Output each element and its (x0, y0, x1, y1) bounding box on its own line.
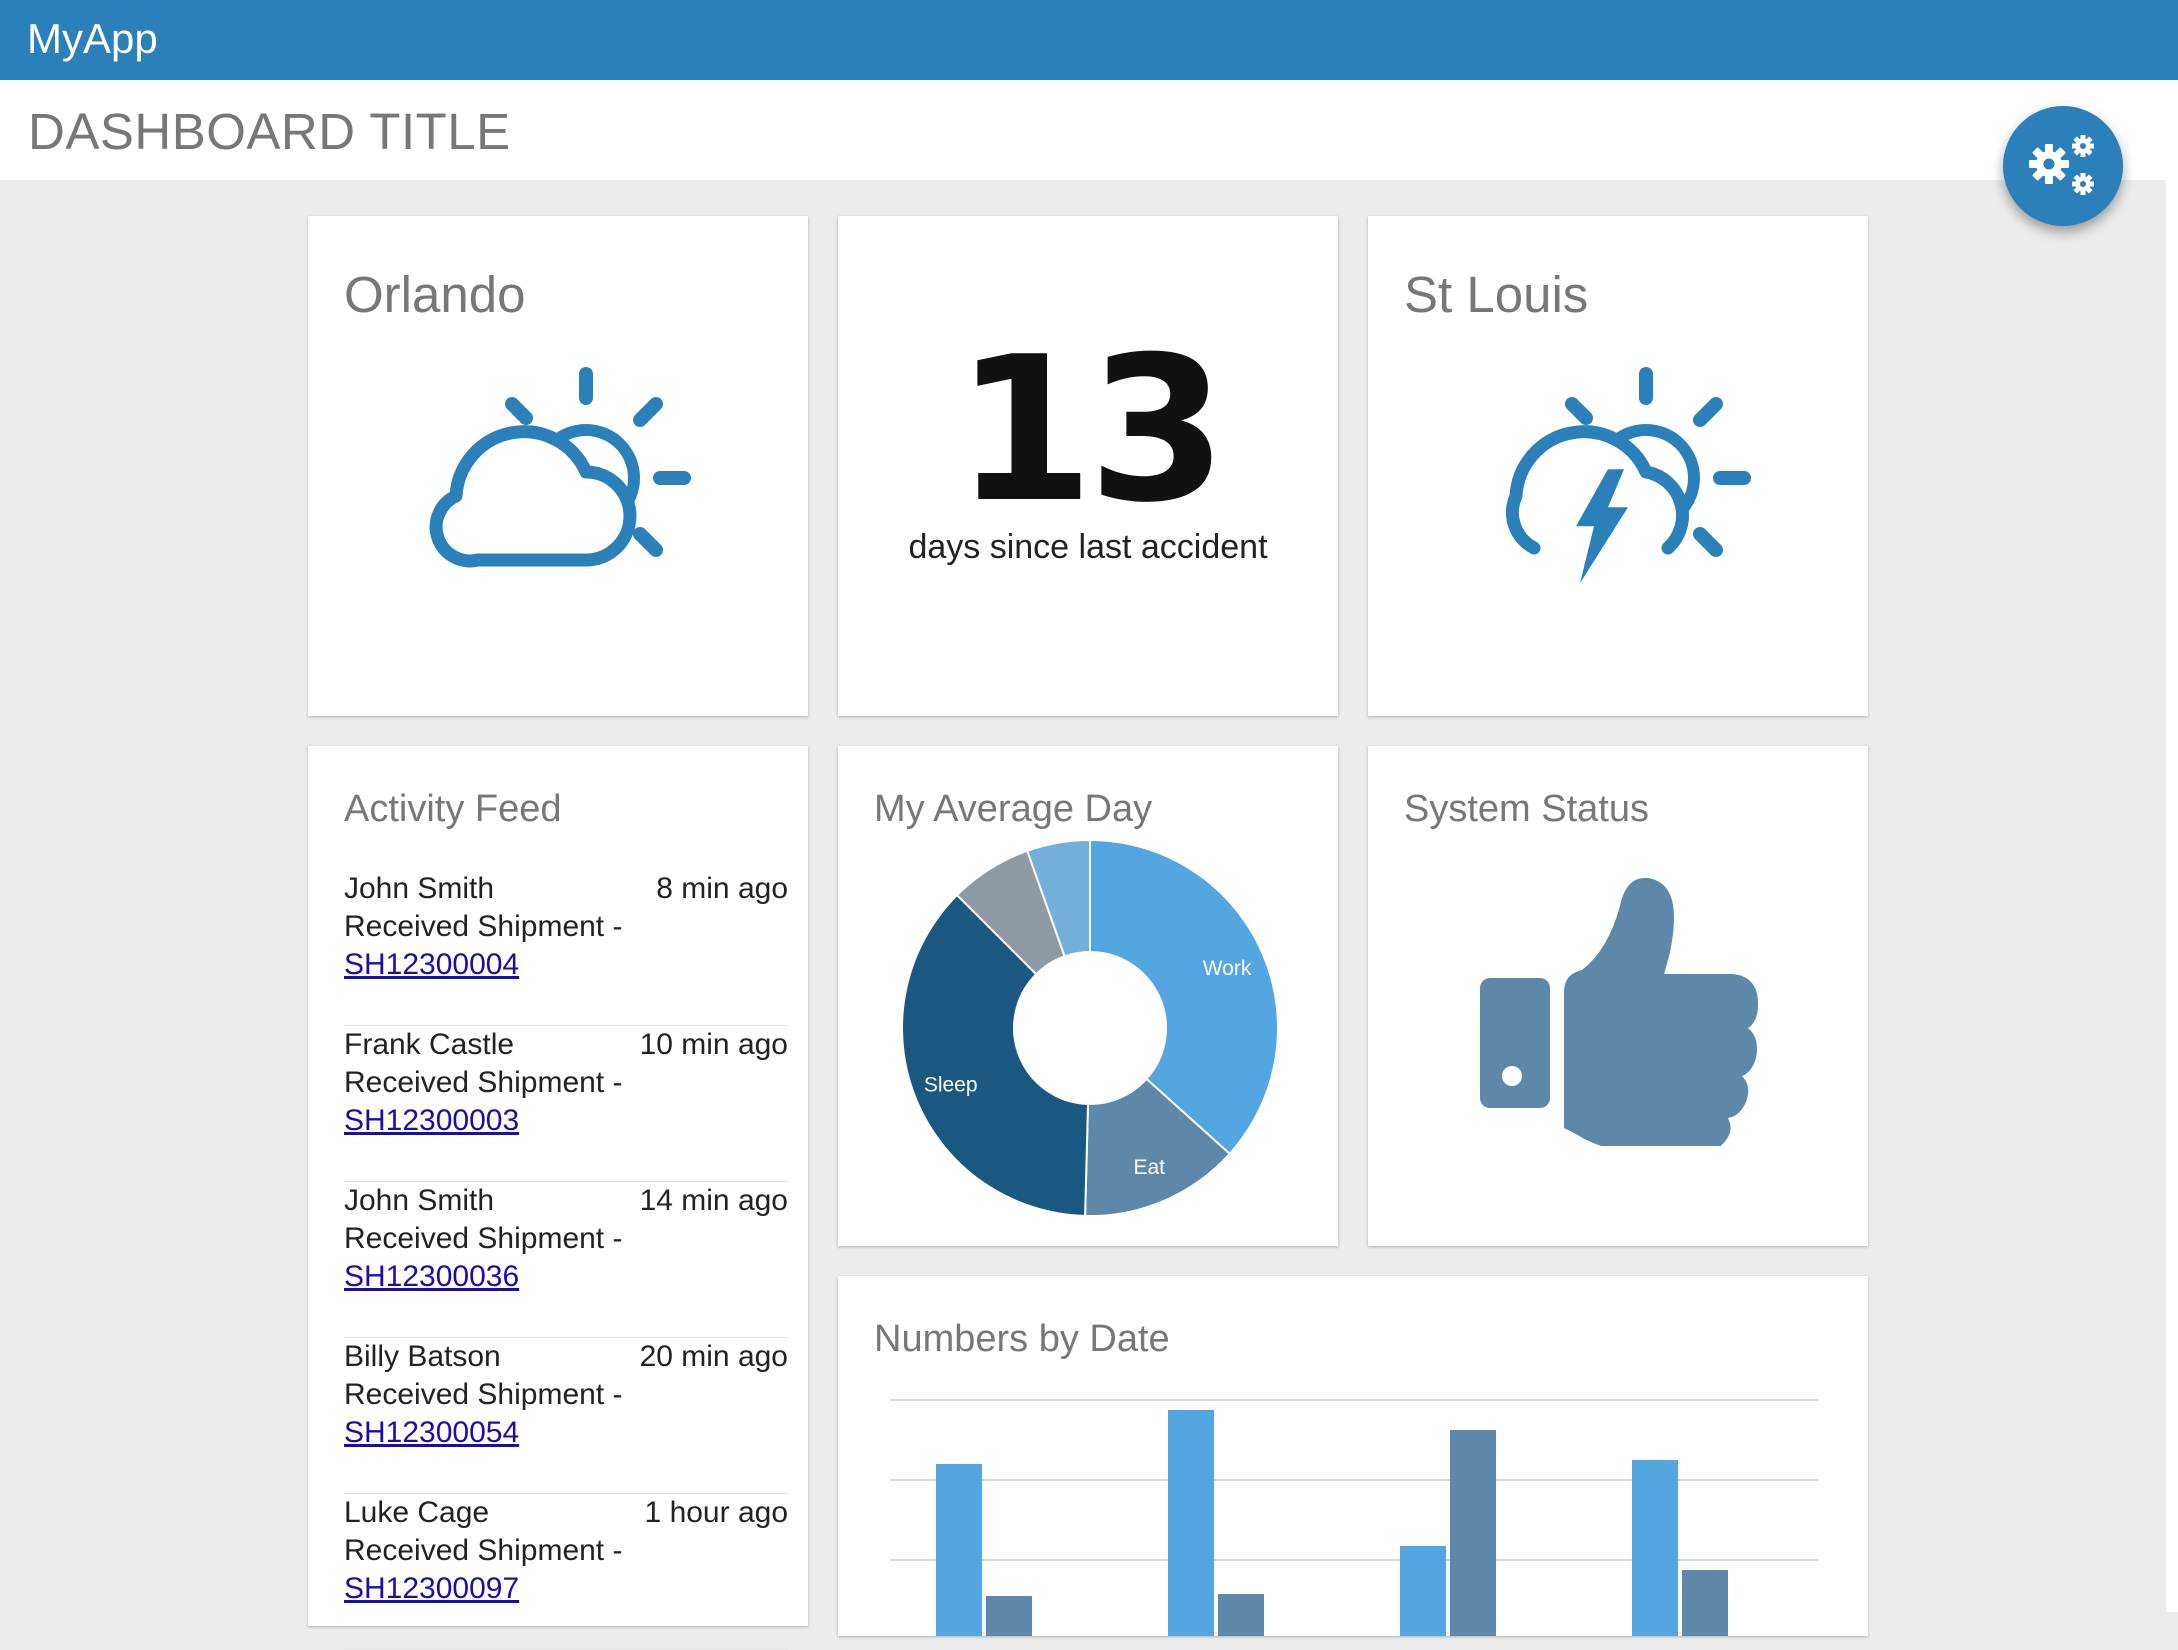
accident-counter-card: 13 days since last accident (838, 216, 1338, 716)
activity-feed-card: Activity Feed John Smith 8 min ago Recei… (308, 746, 808, 1650)
thunderstorm-icon (1505, 367, 1751, 584)
feed-user: Billy Batson (344, 1340, 501, 1373)
bar-series-1 (1168, 1410, 1214, 1636)
feed-time: 1 hour ago (644, 1496, 788, 1529)
donut-label: Work (1203, 957, 1252, 980)
list-item: Billy Batson 20 min ago Received Shipmen… (344, 1338, 788, 1494)
donut-slice-sleep (901, 893, 1090, 1217)
feed-time: 20 min ago (639, 1340, 788, 1373)
title-bar: DASHBOARD TITLE (0, 80, 2178, 180)
donut-slice-eat (1084, 1077, 1232, 1217)
system-status-card: System Status (1368, 746, 1868, 1246)
list-item: Frank Castle 10 min ago Received Shipmen… (344, 1026, 788, 1182)
bar-series-2 (1450, 1430, 1496, 1636)
feed-action: Received Shipment - (344, 910, 623, 943)
donut-slice-other-4 (1025, 838, 1091, 958)
feed-time: 10 min ago (639, 1028, 788, 1061)
feed-action: Received Shipment - (344, 1222, 623, 1255)
shipment-link[interactable]: SH12300097 (344, 1572, 520, 1605)
weather-card-st-louis: St Louis (1368, 216, 1868, 716)
feed-user: John Smith (344, 872, 495, 905)
app-bar: MyApp (0, 0, 2178, 80)
shipment-link[interactable]: SH12300054 (344, 1416, 520, 1449)
partly-cloudy-icon (429, 367, 691, 568)
page-edge (2166, 80, 2178, 1612)
bar-chart (890, 1399, 1818, 1636)
thumbs-up-icon (1480, 877, 1758, 1146)
feed-user: John Smith (344, 1184, 495, 1217)
activity-feed-title: Activity Feed (344, 788, 562, 830)
shipment-link[interactable]: SH12300036 (344, 1260, 520, 1293)
shipment-link[interactable]: SH12300004 (344, 948, 520, 981)
feed-action: Received Shipment - (344, 1378, 623, 1411)
bar-series-1 (1400, 1546, 1446, 1636)
feed-time: 8 min ago (656, 872, 788, 905)
city-name: St Louis (1404, 266, 1589, 323)
average-day-card: My Average Day Work Eat Sleep (838, 746, 1338, 1246)
bar-series-2 (1218, 1594, 1264, 1636)
weather-card-orlando: Orlando (308, 216, 808, 716)
chart-title: My Average Day (874, 788, 1153, 830)
chart-title: Numbers by Date (874, 1318, 1170, 1360)
feed-time: 14 min ago (639, 1184, 788, 1217)
list-item: John Smith 14 min ago Received Shipment … (344, 1182, 788, 1338)
bar-series-2 (1682, 1570, 1728, 1636)
donut-label: Eat (1133, 1156, 1165, 1179)
settings-button[interactable] (2003, 106, 2123, 226)
feed-action: Received Shipment - (344, 1066, 623, 1099)
donut-label: Sleep (924, 1074, 978, 1097)
feed-user: Luke Cage (344, 1496, 490, 1529)
days-count: 13 (954, 314, 1227, 547)
feed-action: Received Shipment - (344, 1534, 623, 1567)
list-item: John Smith 8 min ago Received Shipment -… (344, 870, 788, 1026)
bar-series-1 (1632, 1460, 1678, 1636)
bar-series-2 (986, 1596, 1032, 1636)
list-item: Luke Cage 1 hour ago Received Shipment -… (344, 1494, 788, 1650)
bar-series-1 (936, 1464, 982, 1636)
app-name[interactable]: MyApp (27, 15, 158, 62)
city-name: Orlando (344, 266, 526, 323)
donut-slice-work (1089, 838, 1279, 1156)
shipment-link[interactable]: SH12300003 (344, 1104, 520, 1137)
gears-icon (2029, 135, 2094, 195)
page-title: DASHBOARD TITLE (28, 103, 511, 160)
numbers-by-date-card: Numbers by Date (838, 1276, 1868, 1636)
days-caption: days since last accident (908, 528, 1268, 566)
donut-chart: Work Eat Sleep (901, 838, 1279, 1217)
feed-user: Frank Castle (344, 1028, 515, 1061)
system-status-title: System Status (1404, 788, 1649, 830)
